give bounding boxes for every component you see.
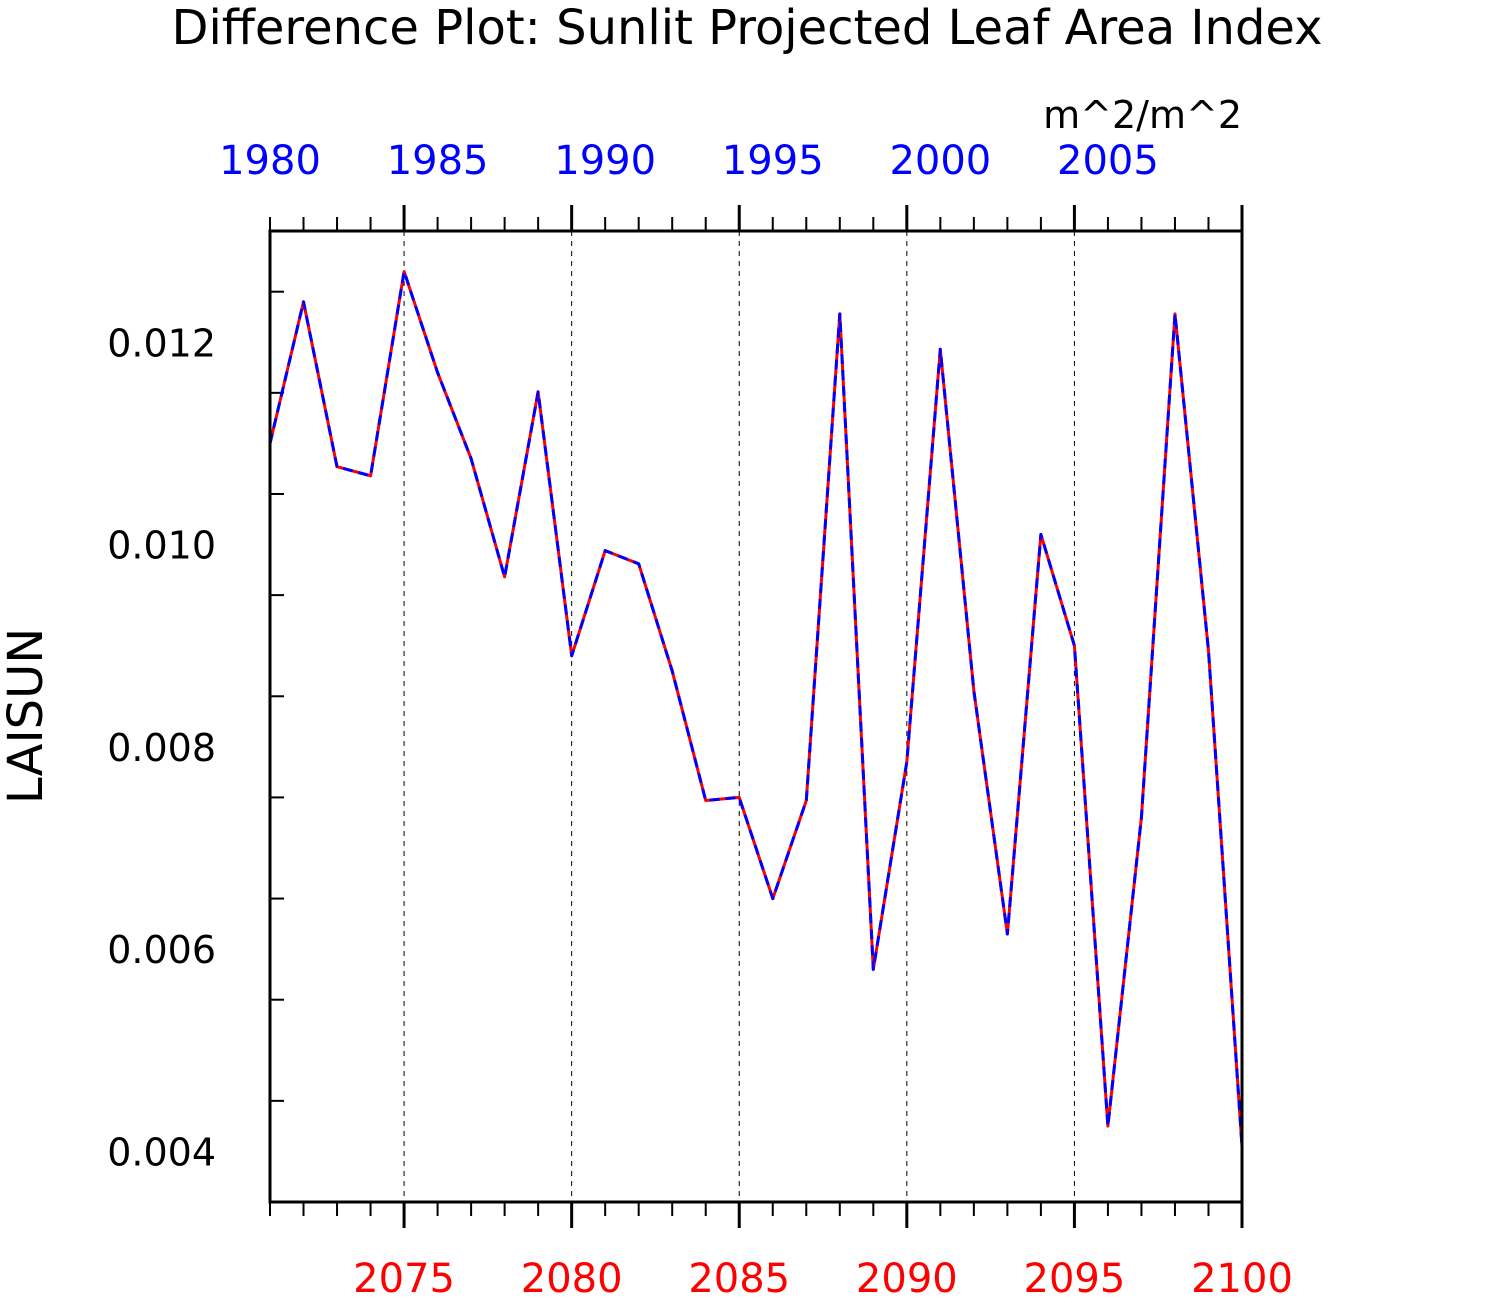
x-top-tick-label: 1990 — [554, 138, 656, 184]
y-tick-label: 0.006 — [107, 928, 216, 972]
series-line-red — [268, 270, 1244, 1147]
x-top-tick-label: 2005 — [1057, 138, 1159, 184]
series-line-blue — [268, 270, 1244, 1147]
y-tick-label: 0.012 — [107, 321, 216, 365]
x-bottom-tick-label: 2075 — [353, 1256, 455, 1293]
y-axis-label: LAISUN — [0, 628, 54, 804]
x-bottom-tick-label: 2090 — [856, 1256, 958, 1293]
axes: 2075 2080 2085 2090 2095 2100 1980 1985 1990 1995… — [107, 138, 1293, 1298]
y-tick-label: 0.004 — [107, 1130, 216, 1174]
x-bottom-tick-label: 2085 — [688, 1256, 790, 1293]
x-top-tick-label: 1995 — [722, 138, 824, 184]
x-top-tick-label: 1980 — [219, 138, 321, 184]
y-tick-label: 0.008 — [107, 726, 216, 770]
x-top-tick-label: 2000 — [889, 138, 991, 184]
y-tick-label: 0.010 — [107, 524, 216, 568]
x-top-tick-label: 1985 — [387, 138, 489, 184]
series-lines — [268, 270, 1244, 1147]
x-bottom-tick-label: 2080 — [521, 1256, 623, 1293]
x-bottom-tick-label: 2095 — [1024, 1256, 1126, 1293]
plot-frame — [268, 229, 1244, 1204]
grid-lines — [403, 231, 1075, 1202]
chart-title: Difference Plot: Sunlit Projected Leaf A… — [171, 0, 1322, 56]
units-label: m^2/m^2 — [1043, 93, 1242, 137]
x-bottom-tick-label: 2100 — [1191, 1256, 1293, 1293]
